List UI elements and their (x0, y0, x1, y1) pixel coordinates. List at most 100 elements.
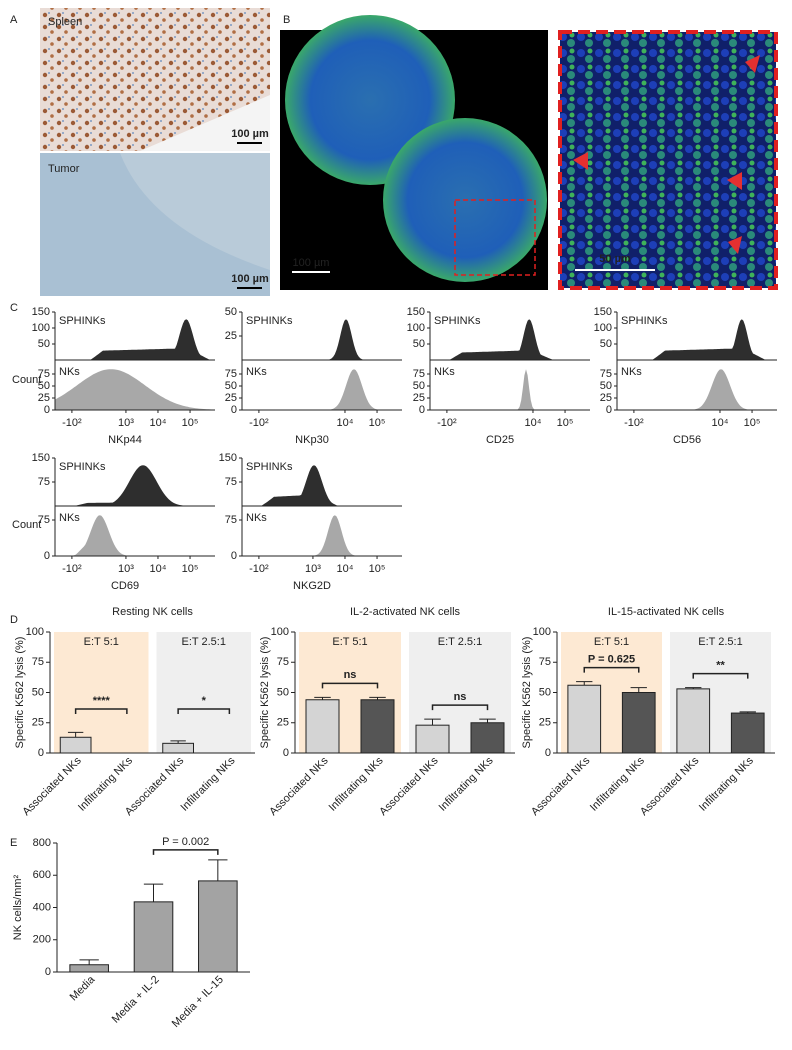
y-tick-label: 50 (413, 380, 425, 392)
panel-label: A (10, 14, 18, 26)
y-tick-label: 75 (38, 514, 50, 526)
chart-title: IL-2-activated NK cells (350, 606, 461, 618)
x-tick-label: -10² (62, 417, 82, 429)
y-tick-label: 100 (32, 322, 50, 334)
count-label: Count (12, 519, 41, 531)
error-bar (739, 711, 756, 714)
y-tick-label: 0 (45, 966, 51, 978)
x-tick-label: 10⁵ (369, 563, 386, 575)
y-tick-label: 25 (32, 717, 44, 729)
significance-label: ns (344, 669, 357, 681)
x-tick-label: Media + IL-2 (110, 974, 162, 1026)
x-tick-label: Media (68, 973, 98, 1003)
x-tick-label: Associated NKs (267, 754, 331, 818)
x-tick-label: Infiltrating NKs (588, 754, 647, 813)
arrowhead (728, 236, 742, 254)
series-label: SPHINKs (59, 461, 106, 473)
group-label: E:T 5:1 (594, 636, 629, 648)
y-tick-label: 150 (219, 452, 237, 464)
series-label: SPHINKs (434, 315, 481, 327)
x-tick-label: -10² (62, 563, 82, 575)
y-axis-title: Specific K562 lysis (%) (521, 637, 533, 749)
x-tick-label: Infiltrating NKs (697, 754, 756, 813)
group-label: E:T 2.5:1 (182, 636, 226, 648)
y-tick-label: 50 (600, 338, 612, 350)
y-tick-label: 75 (225, 514, 237, 526)
x-tick-label: Associated NKs (638, 754, 702, 818)
y-tick-label: 25 (225, 330, 237, 342)
x-tick-label: Infiltrating NKs (437, 754, 496, 813)
x-tick-label: 10⁴ (149, 563, 166, 575)
error-bar (170, 740, 186, 744)
scale-label: 100 µm (293, 257, 330, 269)
significance-bracket (692, 672, 749, 679)
x-tick-label: -10² (437, 417, 457, 429)
x-tick-label: 10⁴ (524, 417, 541, 429)
y-tick-label: 50 (225, 306, 237, 318)
y-tick-label: 400 (33, 901, 51, 913)
significance-label: P = 0.002 (162, 836, 209, 848)
error-bar (685, 687, 702, 689)
significance-bracket (74, 708, 128, 714)
error-bar (479, 718, 496, 723)
series-label: SPHINKs (246, 315, 293, 327)
y-tick-label: 75 (225, 476, 237, 488)
x-tick-label: 10⁵ (369, 417, 386, 429)
y-tick-label: 800 (33, 837, 51, 849)
y-tick-label: 0 (419, 404, 425, 416)
panel-label: E (10, 837, 17, 849)
y-tick-label: 50 (277, 686, 289, 698)
significance-label: * (202, 695, 207, 707)
y-tick-label: 0 (38, 747, 44, 759)
y-tick-label: 100 (594, 322, 612, 334)
y-tick-label: 75 (32, 656, 44, 668)
y-tick-label: 100 (407, 322, 425, 334)
x-tick-label: -10² (624, 417, 644, 429)
bar (133, 901, 174, 973)
zoom-region (454, 199, 536, 276)
x-tick-label: 10³ (118, 417, 134, 429)
y-tick-label: 25 (38, 392, 50, 404)
y-tick-label: 75 (38, 368, 50, 380)
scale-label: 100 µm (231, 128, 269, 140)
panel-label: C (10, 302, 18, 314)
histogram-sphinks (55, 319, 215, 360)
y-tick-label: 25 (539, 717, 551, 729)
x-tick-label: Associated NKs (20, 754, 84, 818)
chart-title: IL-15-activated NK cells (608, 606, 725, 618)
significance-bracket (152, 849, 219, 855)
series-label: NKs (59, 366, 80, 378)
y-tick-label: 0 (606, 404, 612, 416)
x-tick-label: Infiltrating NKs (178, 754, 237, 813)
x-tick-label: 10⁵ (182, 417, 199, 429)
y-tick-label: 200 (33, 934, 51, 946)
error-bar (314, 696, 331, 700)
series-label: NKs (246, 366, 267, 378)
group-background (54, 632, 149, 753)
series-label: SPHINKs (246, 461, 293, 473)
axis (49, 632, 255, 754)
histogram-sphinks (430, 319, 590, 360)
group-label: E:T 5:1 (84, 636, 119, 648)
y-tick-label: 0 (545, 747, 551, 759)
histogram-sphinks (55, 465, 215, 506)
bar (305, 699, 340, 754)
y-tick-label: 75 (225, 368, 237, 380)
panel-label: B (283, 14, 290, 26)
bar (59, 736, 92, 754)
y-tick-label: 0 (231, 404, 237, 416)
bar (470, 722, 505, 754)
histogram-nks (242, 369, 402, 410)
marker-label: NKp44 (108, 434, 142, 446)
x-tick-label: 10⁴ (711, 417, 728, 429)
x-tick-label: 10⁴ (336, 563, 353, 575)
series-label: NKs (434, 366, 455, 378)
marker-label: CD56 (673, 434, 701, 446)
error-bar (208, 859, 228, 881)
axis (294, 632, 515, 754)
series-label: SPHINKs (621, 315, 668, 327)
chart-title: Resting NK cells (112, 606, 193, 618)
x-tick-label: Infiltrating NKs (327, 754, 386, 813)
y-tick-label: 50 (38, 338, 50, 350)
